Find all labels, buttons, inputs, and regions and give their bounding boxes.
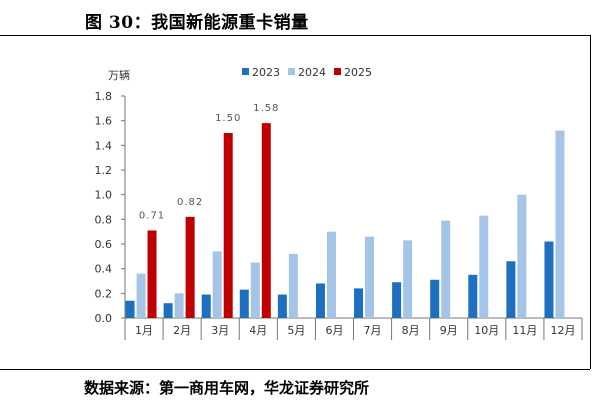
y-tick-label: 0.8 [95, 213, 113, 226]
y-axis-unit: 万辆 [108, 68, 130, 82]
data-label: 0.82 [177, 197, 203, 208]
legend-swatch-2023 [242, 68, 249, 75]
bar-2025 [185, 216, 195, 318]
x-tick-label: 3月 [211, 324, 229, 337]
figure-source: 数据来源：第一商用车网，华龙证券研究所 [84, 379, 370, 397]
bar-2024 [403, 240, 413, 318]
bar-2025 [223, 133, 233, 318]
legend-swatch-2024 [288, 68, 295, 75]
y-tick-label: 1.8 [95, 90, 113, 103]
legend-swatch-2025 [334, 68, 341, 75]
right-rule [590, 35, 591, 369]
x-tick-label: 6月 [325, 324, 343, 337]
x-tick-label: 1月 [135, 324, 153, 337]
bar-2023 [239, 289, 249, 318]
x-tick-label: 12月 [550, 324, 575, 337]
bar-2024 [441, 220, 451, 318]
bar-2024 [326, 231, 336, 318]
bar-2023 [277, 294, 287, 318]
bar-2023 [201, 294, 211, 318]
y-tick-label: 1.2 [95, 164, 113, 177]
x-tick-label: 11月 [512, 324, 537, 337]
bar-2023 [430, 279, 440, 318]
y-tick-label: 0.4 [95, 263, 113, 276]
x-tick-label: 7月 [364, 324, 382, 337]
y-axis: 0.0 0.2 0.4 0.6 0.8 1.0 1.2 1.4 1.6 1.8 [95, 90, 126, 325]
x-tick-label: 5月 [287, 324, 305, 337]
bar-2024 [250, 262, 260, 318]
bar-2023 [354, 288, 364, 318]
bar-2025 [261, 123, 271, 318]
x-tick-label: 9月 [440, 324, 458, 337]
x-tick-label: 10月 [474, 324, 499, 337]
x-tick-label: 2月 [173, 324, 191, 337]
bar-2024 [288, 253, 298, 318]
bar-2024 [555, 130, 565, 318]
y-tick-label: 1.6 [95, 115, 113, 128]
bars [125, 123, 565, 318]
data-label: 1.50 [215, 113, 241, 124]
figure-title: 图 30：我国新能源重卡销量 [85, 13, 309, 33]
top-rule [0, 35, 590, 36]
bottom-rule [0, 369, 590, 370]
y-tick-label: 0.6 [95, 238, 113, 251]
data-label: 0.71 [139, 210, 165, 221]
bar-2023 [392, 282, 402, 318]
bar-2025 [147, 230, 157, 318]
bar-2024 [365, 236, 375, 318]
x-tick-label: 8月 [402, 324, 420, 337]
bar-2023 [468, 274, 478, 318]
bar-2023 [544, 241, 554, 318]
bar-2024 [517, 194, 527, 318]
legend-label-2024: 2024 [298, 66, 326, 79]
data-label: 1.58 [253, 103, 279, 114]
legend: 2023 2024 2025 [242, 66, 372, 79]
legend-label-2025: 2025 [344, 66, 372, 79]
y-tick-label: 1.0 [95, 189, 113, 202]
bar-2024 [136, 273, 146, 318]
bar-2023 [315, 283, 325, 318]
data-labels: 0.71 0.82 1.50 1.58 [139, 103, 279, 221]
bar-2024 [479, 215, 489, 318]
bar-2023 [125, 300, 135, 318]
y-tick-label: 1.4 [95, 139, 113, 152]
bar-2023 [506, 261, 516, 318]
bar-2024 [174, 293, 184, 318]
bar-2023 [163, 303, 173, 318]
x-axis: 1月 2月 3月 4月 5月 6月 7月 8月 9月 10月 11月 12月 [124, 317, 583, 340]
y-tick-label: 0.0 [95, 312, 113, 325]
x-tick-label: 4月 [249, 324, 267, 337]
y-tick-label: 0.2 [95, 287, 113, 300]
bar-2024 [212, 251, 222, 318]
legend-label-2023: 2023 [252, 66, 280, 79]
